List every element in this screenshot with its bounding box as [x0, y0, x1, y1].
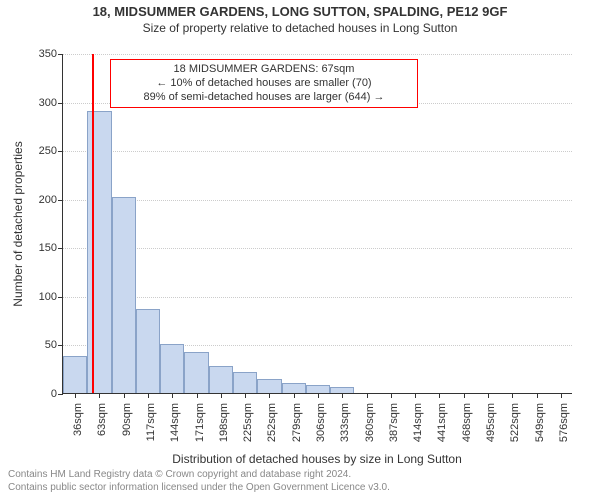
xtick-label: 333sqm: [339, 403, 351, 442]
y-axis-label: Number of detached properties: [11, 141, 25, 306]
xtick-mark: [391, 393, 392, 398]
xtick-mark: [99, 393, 100, 398]
xtick-mark: [318, 393, 319, 398]
xtick-label: 225sqm: [242, 403, 254, 442]
histogram-bar: [306, 385, 330, 393]
x-axis-label: Distribution of detached houses by size …: [172, 452, 462, 466]
histogram-bar: [63, 356, 87, 393]
histogram-bar: [282, 383, 306, 393]
xtick-mark: [75, 393, 76, 398]
xtick-mark: [512, 393, 513, 398]
xtick-mark: [488, 393, 489, 398]
ytick-label: 300: [39, 97, 63, 109]
histogram-bar: [233, 372, 257, 393]
xtick-label: 495sqm: [485, 403, 497, 442]
xtick-label: 414sqm: [412, 403, 424, 442]
xtick-mark: [172, 393, 173, 398]
histogram-bar: [257, 379, 281, 393]
annotation-line: ← 10% of detached houses are smaller (70…: [119, 77, 409, 91]
xtick-mark: [561, 393, 562, 398]
xtick-mark: [221, 393, 222, 398]
xtick-label: 90sqm: [121, 403, 133, 436]
gridline: [63, 151, 572, 152]
ytick-label: 0: [51, 388, 63, 400]
gridline: [63, 297, 572, 298]
footer-line: Contains public sector information licen…: [8, 482, 390, 495]
histogram-bar: [112, 197, 136, 393]
footer-line: Contains HM Land Registry data © Crown c…: [8, 469, 390, 482]
xtick-label: 144sqm: [169, 403, 181, 442]
xtick-label: 576sqm: [558, 403, 570, 442]
xtick-mark: [439, 393, 440, 398]
annotation-line: 89% of semi-detached houses are larger (…: [119, 91, 409, 105]
histogram-bar: [160, 344, 184, 393]
xtick-label: 171sqm: [194, 403, 206, 442]
ytick-label: 50: [45, 339, 63, 351]
xtick-label: 387sqm: [388, 403, 400, 442]
xtick-label: 522sqm: [509, 403, 521, 442]
xtick-mark: [537, 393, 538, 398]
ytick-label: 350: [39, 48, 63, 60]
xtick-label: 252sqm: [266, 403, 278, 442]
xtick-label: 468sqm: [461, 403, 473, 442]
xtick-label: 549sqm: [534, 403, 546, 442]
gridline: [63, 54, 572, 55]
histogram-bar: [209, 366, 233, 393]
xtick-label: 198sqm: [218, 403, 230, 442]
annotation-line: 18 MIDSUMMER GARDENS: 67sqm: [119, 63, 409, 77]
xtick-mark: [342, 393, 343, 398]
marker-line: [92, 54, 94, 393]
xtick-label: 36sqm: [72, 403, 84, 436]
xtick-label: 63sqm: [96, 403, 108, 436]
page-subtitle: Size of property relative to detached ho…: [0, 19, 600, 35]
gridline: [63, 248, 572, 249]
xtick-mark: [124, 393, 125, 398]
xtick-label: 117sqm: [145, 403, 157, 441]
annotation-box: 18 MIDSUMMER GARDENS: 67sqm← 10% of deta…: [110, 59, 418, 108]
xtick-mark: [464, 393, 465, 398]
gridline: [63, 200, 572, 201]
xtick-mark: [245, 393, 246, 398]
ytick-label: 150: [39, 242, 63, 254]
xtick-label: 360sqm: [364, 403, 376, 442]
xtick-label: 306sqm: [315, 403, 327, 442]
footer-attribution: Contains HM Land Registry data © Crown c…: [8, 469, 390, 494]
ytick-label: 250: [39, 145, 63, 157]
xtick-mark: [367, 393, 368, 398]
histogram-bar: [184, 352, 208, 393]
xtick-mark: [148, 393, 149, 398]
xtick-mark: [269, 393, 270, 398]
xtick-label: 279sqm: [291, 403, 303, 442]
ytick-label: 100: [39, 291, 63, 303]
xtick-label: 441sqm: [436, 403, 448, 442]
page-title: 18, MIDSUMMER GARDENS, LONG SUTTON, SPAL…: [0, 0, 600, 19]
ytick-label: 200: [39, 194, 63, 206]
xtick-mark: [294, 393, 295, 398]
histogram-bar: [136, 309, 160, 394]
xtick-mark: [415, 393, 416, 398]
xtick-mark: [197, 393, 198, 398]
